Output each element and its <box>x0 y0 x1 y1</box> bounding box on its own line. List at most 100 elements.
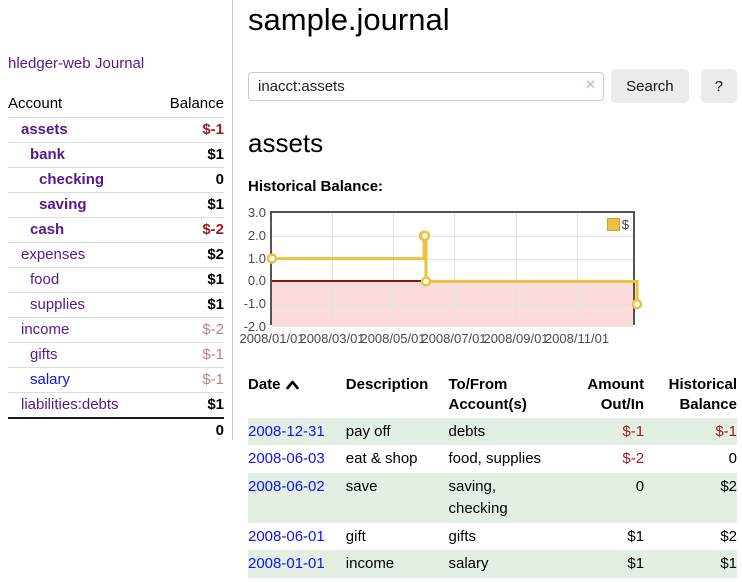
account-balance: $1 <box>152 192 224 218</box>
transaction-amount: 0 <box>635 478 645 495</box>
transaction-balance: $-1 <box>715 422 737 440</box>
transaction-accounts: debts <box>448 422 486 440</box>
y-tick-label: 3.0 <box>247 205 266 220</box>
account-balance: $1 <box>152 292 224 318</box>
transaction-date-link[interactable]: 2008-06-01 <box>248 527 325 545</box>
account-row: food $1 <box>8 267 224 293</box>
account-balance: $-1 <box>152 117 224 143</box>
transaction-description: gift <box>345 527 366 545</box>
account-link-food[interactable]: food <box>30 271 60 288</box>
accounts-header-account: Account <box>8 92 153 118</box>
account-link-bank[interactable]: bank <box>30 146 66 163</box>
accounts-total-value: 0 <box>152 417 224 443</box>
account-row: salary $-1 <box>8 367 224 393</box>
accounts-header-balance: Balance <box>152 92 224 118</box>
balance-line-series <box>266 230 643 310</box>
app-title-link[interactable]: hledger-web <box>8 55 91 72</box>
transaction-accounts: salary <box>448 555 489 573</box>
account-balance: $-2 <box>152 217 224 243</box>
transaction-description: pay off <box>345 422 391 440</box>
account-link-checking[interactable]: checking <box>39 171 105 188</box>
account-heading: assets <box>248 128 324 158</box>
account-link-supplies[interactable]: supplies <box>30 296 86 313</box>
search-form: × Search ? <box>248 69 737 103</box>
account-balance: $1 <box>152 142 224 168</box>
search-input[interactable] <box>248 71 605 101</box>
transaction-balance: $2 <box>720 478 737 495</box>
chart-plot-area: 3.0 2.0 1.0 0.0 -1.0 -2.0 2008/01/01 2008/03/01… <box>239 205 643 346</box>
accounts-total-row: 0 <box>8 417 224 443</box>
transaction-date-link[interactable]: 2008-01-01 <box>248 555 325 573</box>
transaction-description: eat & shop <box>345 450 418 468</box>
accounts-table: Account Balance assets $-1 bank $1 check… <box>8 92 224 443</box>
main-content: sample.journal × Search ? assets Histori… <box>234 0 742 578</box>
column-header-description: Description <box>345 376 429 393</box>
account-link-gifts[interactable]: gifts <box>30 346 58 363</box>
transaction-row: 2008-06-02 save saving, checking 0 $2 <box>248 473 737 523</box>
column-header-accounts: To/From Account(s) <box>448 376 527 414</box>
account-link-assets[interactable]: assets <box>21 121 68 138</box>
transaction-date-link[interactable]: 2008-06-03 <box>248 450 325 468</box>
column-header-amount: Amount Out/In <box>587 376 645 414</box>
historical-balance-chart: 3.0 2.0 1.0 0.0 -1.0 -2.0 2008/01/01 2008/03/01… <box>239 205 737 348</box>
account-link-liabilities-debts[interactable]: liabilities:debts <box>21 396 119 413</box>
x-tick-label: 2008/07/01 <box>421 331 487 346</box>
help-button[interactable]: ? <box>700 69 737 103</box>
x-tick-label: 2008/03/01 <box>299 331 365 346</box>
account-balance: $2 <box>152 242 224 268</box>
account-balance: $1 <box>152 392 224 419</box>
transaction-date-link[interactable]: 2008-06-02 <box>248 478 325 495</box>
transaction-balance: $2 <box>720 527 737 545</box>
transaction-balance: 0 <box>728 450 737 468</box>
account-row: assets $-1 <box>8 117 224 143</box>
account-row: saving $1 <box>8 192 224 218</box>
legend-label: $ <box>621 217 629 232</box>
account-row: bank $1 <box>8 142 224 168</box>
account-balance: $-2 <box>152 317 224 343</box>
x-tick-label: 2008/11/01 <box>544 331 610 346</box>
transaction-description: income <box>345 555 395 573</box>
sort-ascending-icon <box>285 380 299 390</box>
chart-legend: $ <box>606 217 629 232</box>
x-tick-label: 2008/01/01 <box>239 331 305 346</box>
page-title: sample.journal <box>248 2 450 37</box>
chart-label: Historical Balance: <box>248 178 384 195</box>
x-tick-label: 2008/05/01 <box>360 331 426 346</box>
transaction-row: 2008-06-03 eat & shop food, supplies $-2… <box>248 445 737 473</box>
account-balance: 0 <box>152 167 224 193</box>
transaction-amount: $-1 <box>622 422 645 440</box>
register-table: Date Description To/From Account(s) Amou… <box>248 373 737 578</box>
y-tick-label: -1.0 <box>243 296 266 312</box>
account-link-salary[interactable]: salary <box>30 371 71 388</box>
account-row: liabilities:debts $1 <box>8 392 224 419</box>
sidebar-item-journal[interactable]: Journal <box>95 55 145 72</box>
transaction-row: 2008-01-01 income salary $1 $1 <box>248 550 737 578</box>
account-link-expenses[interactable]: expenses <box>21 246 86 263</box>
account-row: income $-2 <box>8 317 224 343</box>
account-row: gifts $-1 <box>8 342 224 368</box>
column-header-balance: Historical Balance <box>668 376 737 414</box>
account-link-cash[interactable]: cash <box>30 221 65 238</box>
account-link-income[interactable]: income <box>21 321 70 338</box>
transaction-amount: $1 <box>627 555 645 573</box>
account-row: checking 0 <box>8 167 224 193</box>
account-row: cash $-2 <box>8 217 224 243</box>
transaction-amount: $1 <box>627 527 645 545</box>
transaction-amount: $-2 <box>622 450 645 468</box>
account-row: supplies $1 <box>8 292 224 318</box>
column-header-date[interactable]: Date <box>248 373 346 418</box>
clear-search-icon[interactable]: × <box>585 76 596 94</box>
x-tick-label: 2008/09/01 <box>483 331 549 346</box>
account-balance: $-1 <box>152 367 224 393</box>
transaction-date-link[interactable]: 2008-12-31 <box>248 422 325 440</box>
transaction-row: 2008-12-31 pay off debts $-1 $-1 <box>248 417 737 446</box>
search-button[interactable]: Search <box>611 69 689 103</box>
transaction-row: 2008-06-01 gift gifts $1 $2 <box>248 523 737 551</box>
account-row: expenses $2 <box>8 242 224 268</box>
y-tick-label: 0.0 <box>247 273 266 289</box>
account-link-saving[interactable]: saving <box>39 196 87 213</box>
sidebar: hledger-web Journal Account Balance asse… <box>0 0 233 443</box>
transaction-accounts: gifts <box>448 527 476 545</box>
transaction-accounts: saving, checking <box>448 478 508 517</box>
y-tick-label: 1.0 <box>247 250 266 266</box>
